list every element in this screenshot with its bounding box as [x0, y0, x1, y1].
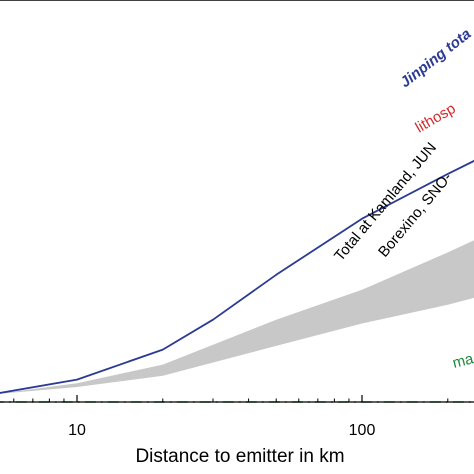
- kamland-band: [0, 240, 474, 394]
- kamland-band-layer: [0, 240, 474, 394]
- x-ticks: 101001000: [13, 395, 449, 439]
- x-tick-label: 10: [68, 422, 86, 439]
- series-line-mantle: [0, 401, 474, 403]
- mantle-label: ma: [451, 350, 474, 372]
- x-tick-label: 100: [349, 422, 376, 439]
- axis-layer: [0, 0, 474, 403]
- lithosphere-label: lithosp: [413, 100, 459, 136]
- jinping-total-label: Jinping tota: [397, 25, 474, 91]
- series-line-jinping-total: [0, 159, 474, 394]
- band-label-line2: Borexino, SNO-: [375, 169, 456, 260]
- x-axis-title: Distance to emitter in km: [135, 446, 344, 467]
